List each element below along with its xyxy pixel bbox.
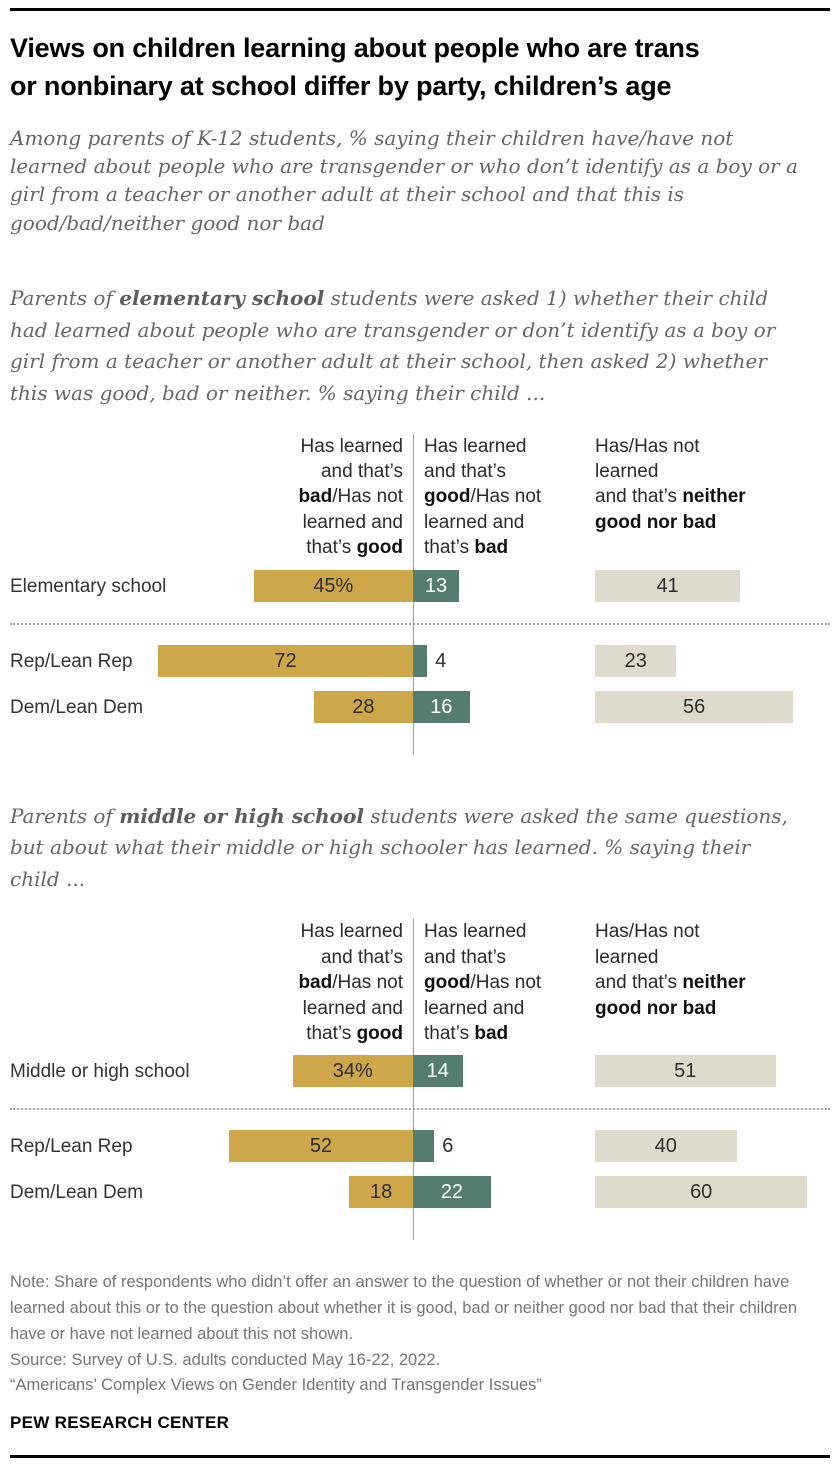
section-intro-elementary-school: Parents of elementary school students we…: [10, 286, 776, 405]
column-header-1: Has learned and that’s good/Has not lear…: [424, 921, 542, 1045]
bar-row-elementary-school: Elementary school 45% 13 41: [10, 569, 830, 602]
chart-area-elementary-school: Has learned and that’s bad/Has not learn…: [10, 433, 830, 755]
bar-bad-good: 34%: [292, 1055, 413, 1088]
bar-good-bad-value-label: 4: [435, 649, 447, 672]
bar-good-bad-value-label: 6: [442, 1135, 454, 1158]
chart-section-elementary-school: Parents of elementary school students we…: [10, 283, 830, 755]
bar-bad-good: 18: [349, 1176, 413, 1209]
column-header-0: Has learned and that’s bad/Has not learn…: [298, 921, 403, 1045]
page-title: Views on children learning about people …: [10, 30, 810, 106]
row-divider: [10, 622, 830, 625]
row-label: Elementary school: [10, 575, 167, 597]
page-title-line1: Views on children learning about people …: [10, 33, 700, 63]
bottom-divider: [10, 1455, 830, 1458]
bar-bad-good: 28: [313, 690, 413, 723]
chart-area-middle-or-high-school: Has learned and that’s bad/Has not learn…: [10, 919, 830, 1241]
bar-good-bad: 14: [413, 1055, 463, 1088]
pew-research-center-wordmark: PEW RESEARCH CENTER: [10, 1412, 230, 1432]
report-title-text: “Americans’ Complex Views on Gender Iden…: [10, 1376, 542, 1395]
source-text: Source: Survey of U.S. adults conducted …: [10, 1350, 441, 1369]
row-label: Rep/Lean Rep: [10, 650, 133, 672]
charts-container: Parents of elementary school students we…: [10, 283, 830, 1241]
bar-row-middle-or-high-school: Middle or high school 34% 14 51: [10, 1055, 830, 1088]
chart-section-middle-or-high-school: Parents of middle or high school student…: [10, 801, 830, 1241]
bar-row-rep-lean-rep: Rep/Lean Rep 72 4 23: [10, 644, 830, 677]
bar-bad-good: 52: [228, 1130, 413, 1163]
bar-neither: 51: [595, 1055, 776, 1088]
row-label: Rep/Lean Rep: [10, 1136, 133, 1158]
bar-good-bad: 22: [413, 1176, 491, 1209]
row-label: Dem/Lean Dem: [10, 696, 144, 718]
column-header-2: Has/Has not learned and that’s neither g…: [595, 435, 746, 533]
column-header-2: Has/Has not learned and that’s neither g…: [595, 921, 746, 1019]
column-header-0: Has learned and that’s bad/Has not learn…: [298, 435, 403, 559]
row-label: Middle or high school: [10, 1061, 190, 1083]
note-text: Note: Share of respondents who didn’t of…: [10, 1273, 798, 1343]
column-header-1: Has learned and that’s good/Has not lear…: [424, 435, 542, 559]
footer-notes: Note: Share of respondents who didn’t of…: [10, 1270, 810, 1399]
bar-neither: 40: [595, 1130, 737, 1163]
bar-bad-good: 45%: [253, 569, 413, 602]
bar-neither: 60: [595, 1176, 808, 1209]
top-divider: [10, 8, 830, 11]
bar-good-bad: [413, 1130, 435, 1163]
bar-neither: 41: [595, 569, 741, 602]
page-title-line2: or nonbinary at school differ by party, …: [10, 70, 672, 101]
subtitle: Among parents of K-12 students, % saying…: [10, 125, 798, 235]
row-label: Dem/Lean Dem: [10, 1182, 144, 1204]
column-headers: Has learned and that’s bad/Has not learn…: [10, 919, 830, 1051]
section-intro-middle-or-high-school: Parents of middle or high school student…: [10, 803, 788, 891]
bar-good-bad: [413, 644, 428, 677]
bar-neither: 56: [595, 690, 794, 723]
bar-good-bad: 13: [413, 569, 460, 602]
bar-good-bad: 16: [413, 690, 470, 723]
bar-row-rep-lean-rep: Rep/Lean Rep 52 6 40: [10, 1130, 830, 1163]
bar-neither: 23: [595, 644, 677, 677]
row-divider: [10, 1108, 830, 1111]
bar-row-dem-lean-dem: Dem/Lean Dem 28 16 56: [10, 690, 830, 723]
column-headers: Has learned and that’s bad/Has not learn…: [10, 434, 830, 566]
bar-row-dem-lean-dem: Dem/Lean Dem 18 22 60: [10, 1176, 830, 1209]
bar-bad-good: 72: [158, 644, 413, 677]
